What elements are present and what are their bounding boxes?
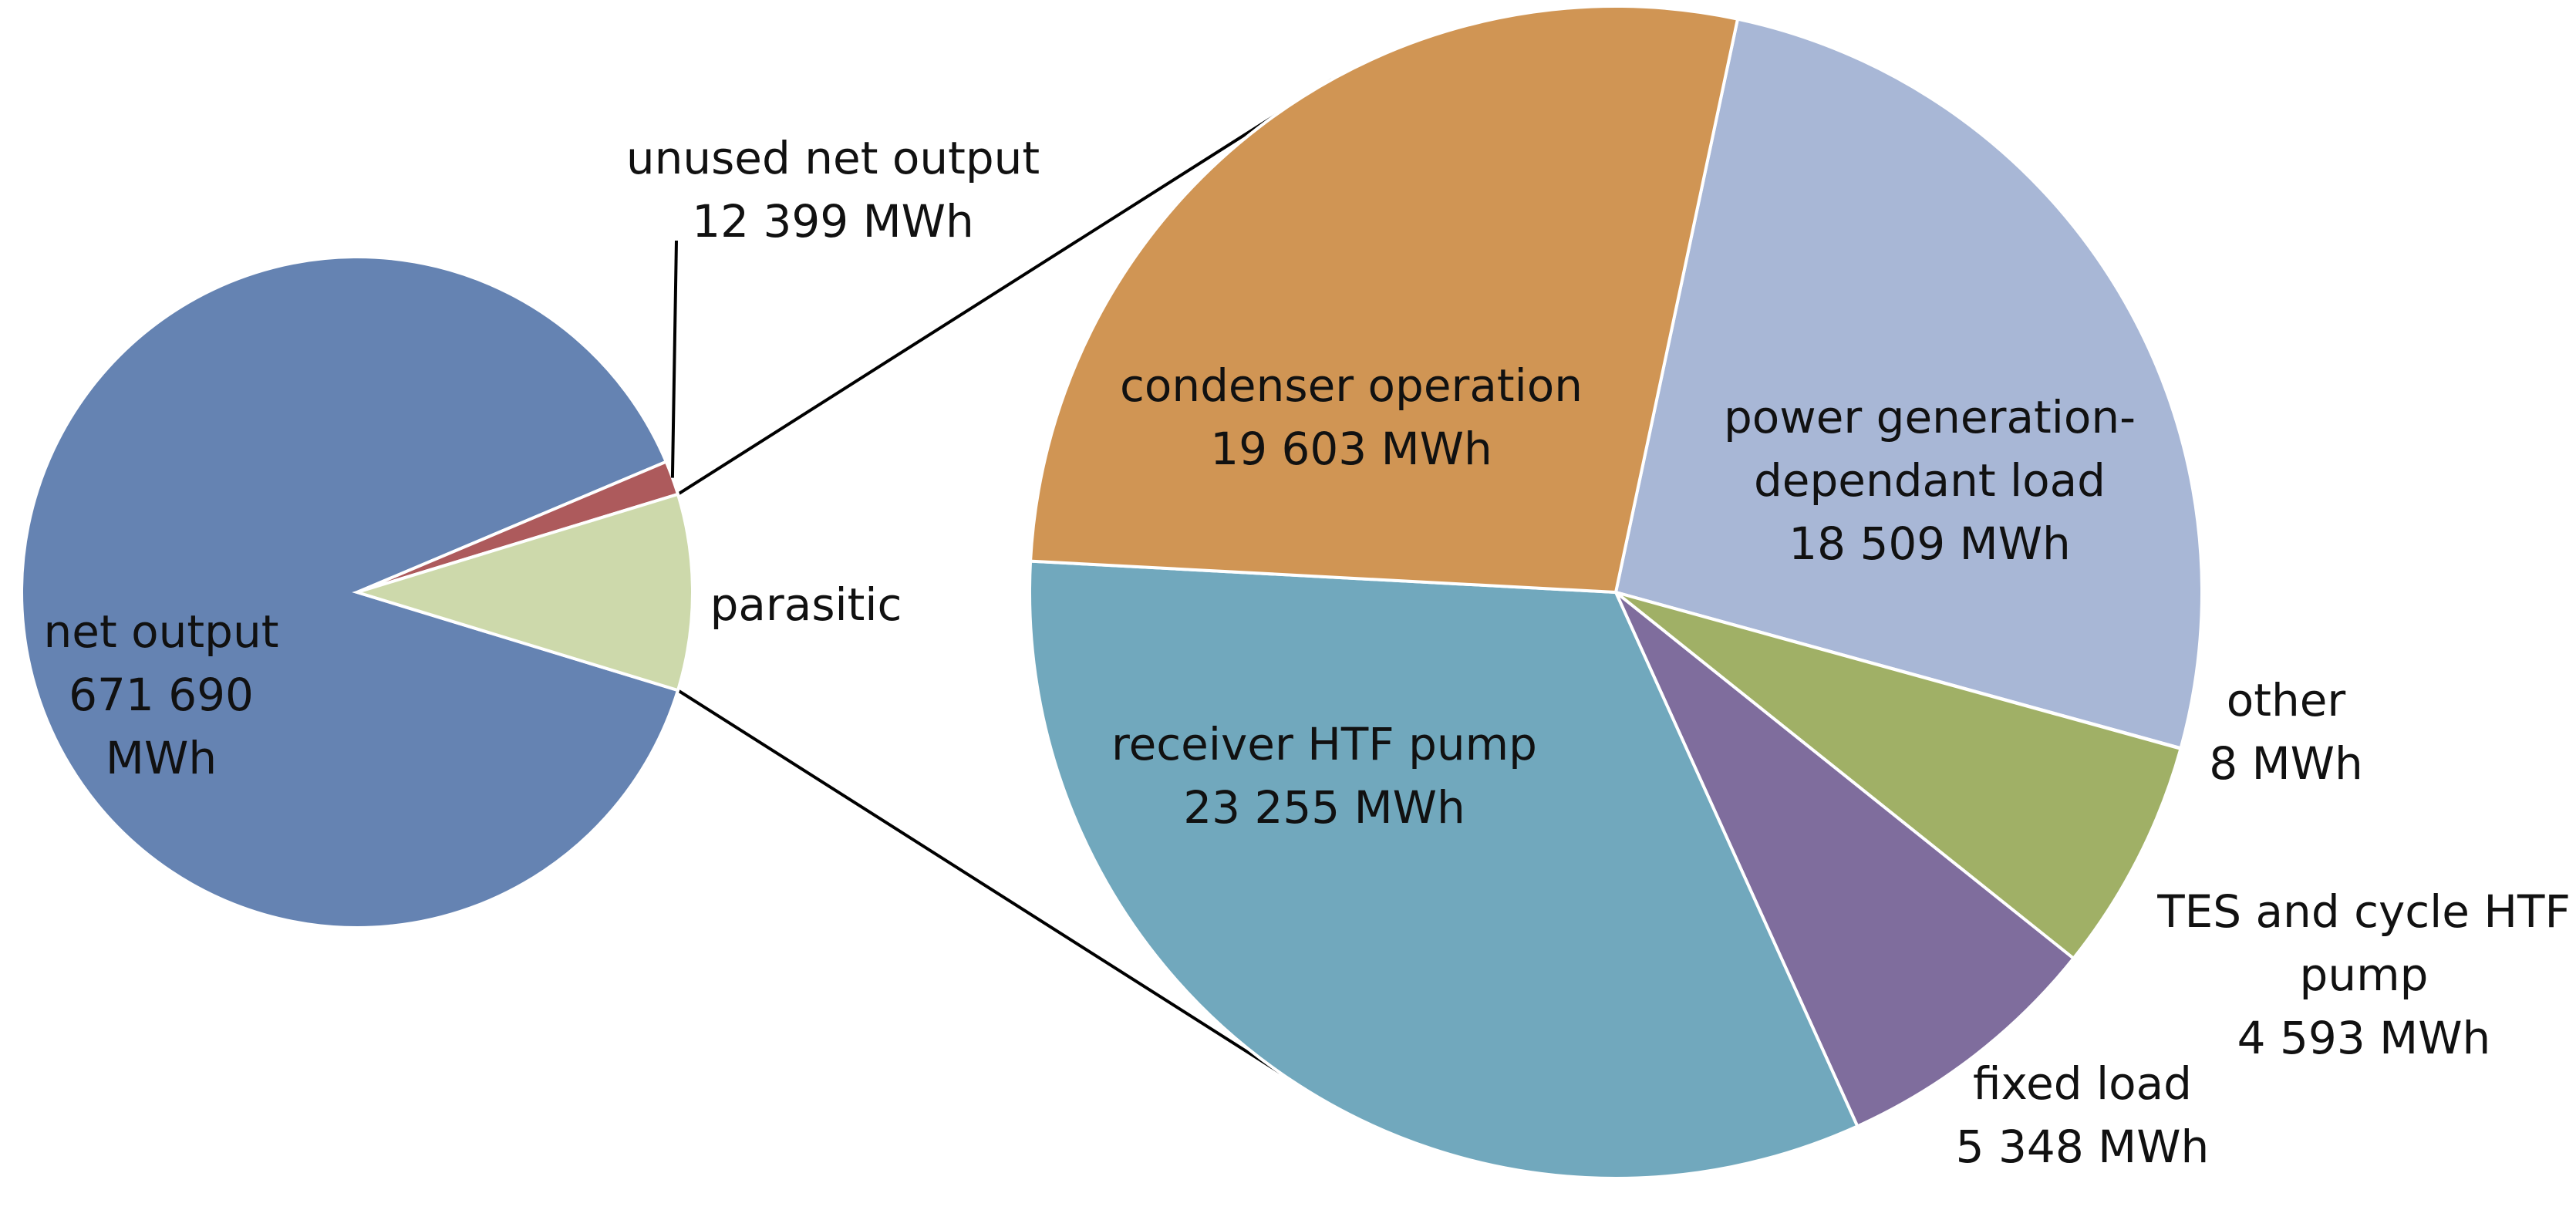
connector-line-bottom — [676, 689, 1281, 1074]
slice-fixed-load — [1614, 591, 2076, 1129]
slice-condenser-operation-label-line-1: condenser operation — [1120, 359, 1583, 412]
slice-unused-net-output-label-line-1: unused net output — [626, 132, 1040, 184]
slice-power-generation-dependant-load-label-line-3: 18 509 MWh — [1789, 517, 2071, 570]
slice-unused-net-output-label-line-2: 12 399 MWh — [692, 195, 974, 248]
slice-condenser-operation — [1028, 5, 1740, 595]
slice-parasitic — [352, 492, 694, 693]
slice-condenser-operation-label-line-2: 19 603 MWh — [1210, 423, 1492, 475]
slice-tes-and-cycle-htf-pump — [1614, 591, 2183, 961]
slice-fixed-load-label-line-1: fixed load — [1973, 1057, 2192, 1110]
slice-other-label-line-1: other — [2227, 674, 2346, 726]
connector-line-top — [676, 78, 1333, 496]
slice-net-output-label-line-2: 671 690 — [69, 669, 254, 721]
slice-tes-and-cycle-htf-pump-label-line-1: TES and cycle HTF — [2156, 885, 2571, 938]
slice-receiver-htf-pump-label-line-2: 23 255 MWh — [1183, 781, 1465, 834]
slice-receiver-htf-pump-label-line-1: receiver HTF pump — [1111, 718, 1537, 770]
slice-net-output-label-line-1: net output — [44, 605, 279, 658]
slice-net-output-label-line-3: MWh — [106, 732, 217, 784]
slice-tes-and-cycle-htf-pump-label-line-3: 4 593 MWh — [2237, 1012, 2491, 1064]
slice-parasitic-label-line-1: parasitic — [710, 578, 902, 631]
slice-power-generation-dependant-load — [1613, 17, 2203, 750]
slice-net-output — [20, 255, 680, 929]
slice-fixed-load-label-line-2: 5 348 MWh — [1956, 1121, 2210, 1173]
slice-power-generation-dependant-load-label-line-2: dependant load — [1754, 454, 2106, 507]
slice-power-generation-dependant-load-label-line-1: power generation- — [1724, 391, 2136, 443]
slice-other-label-line-2: 8 MWh — [2209, 737, 2363, 790]
slice-receiver-htf-pump — [1028, 559, 1860, 1180]
unused-leader-line — [670, 240, 678, 478]
slice-tes-and-cycle-htf-pump-label-line-2: pump — [2300, 949, 2429, 1001]
